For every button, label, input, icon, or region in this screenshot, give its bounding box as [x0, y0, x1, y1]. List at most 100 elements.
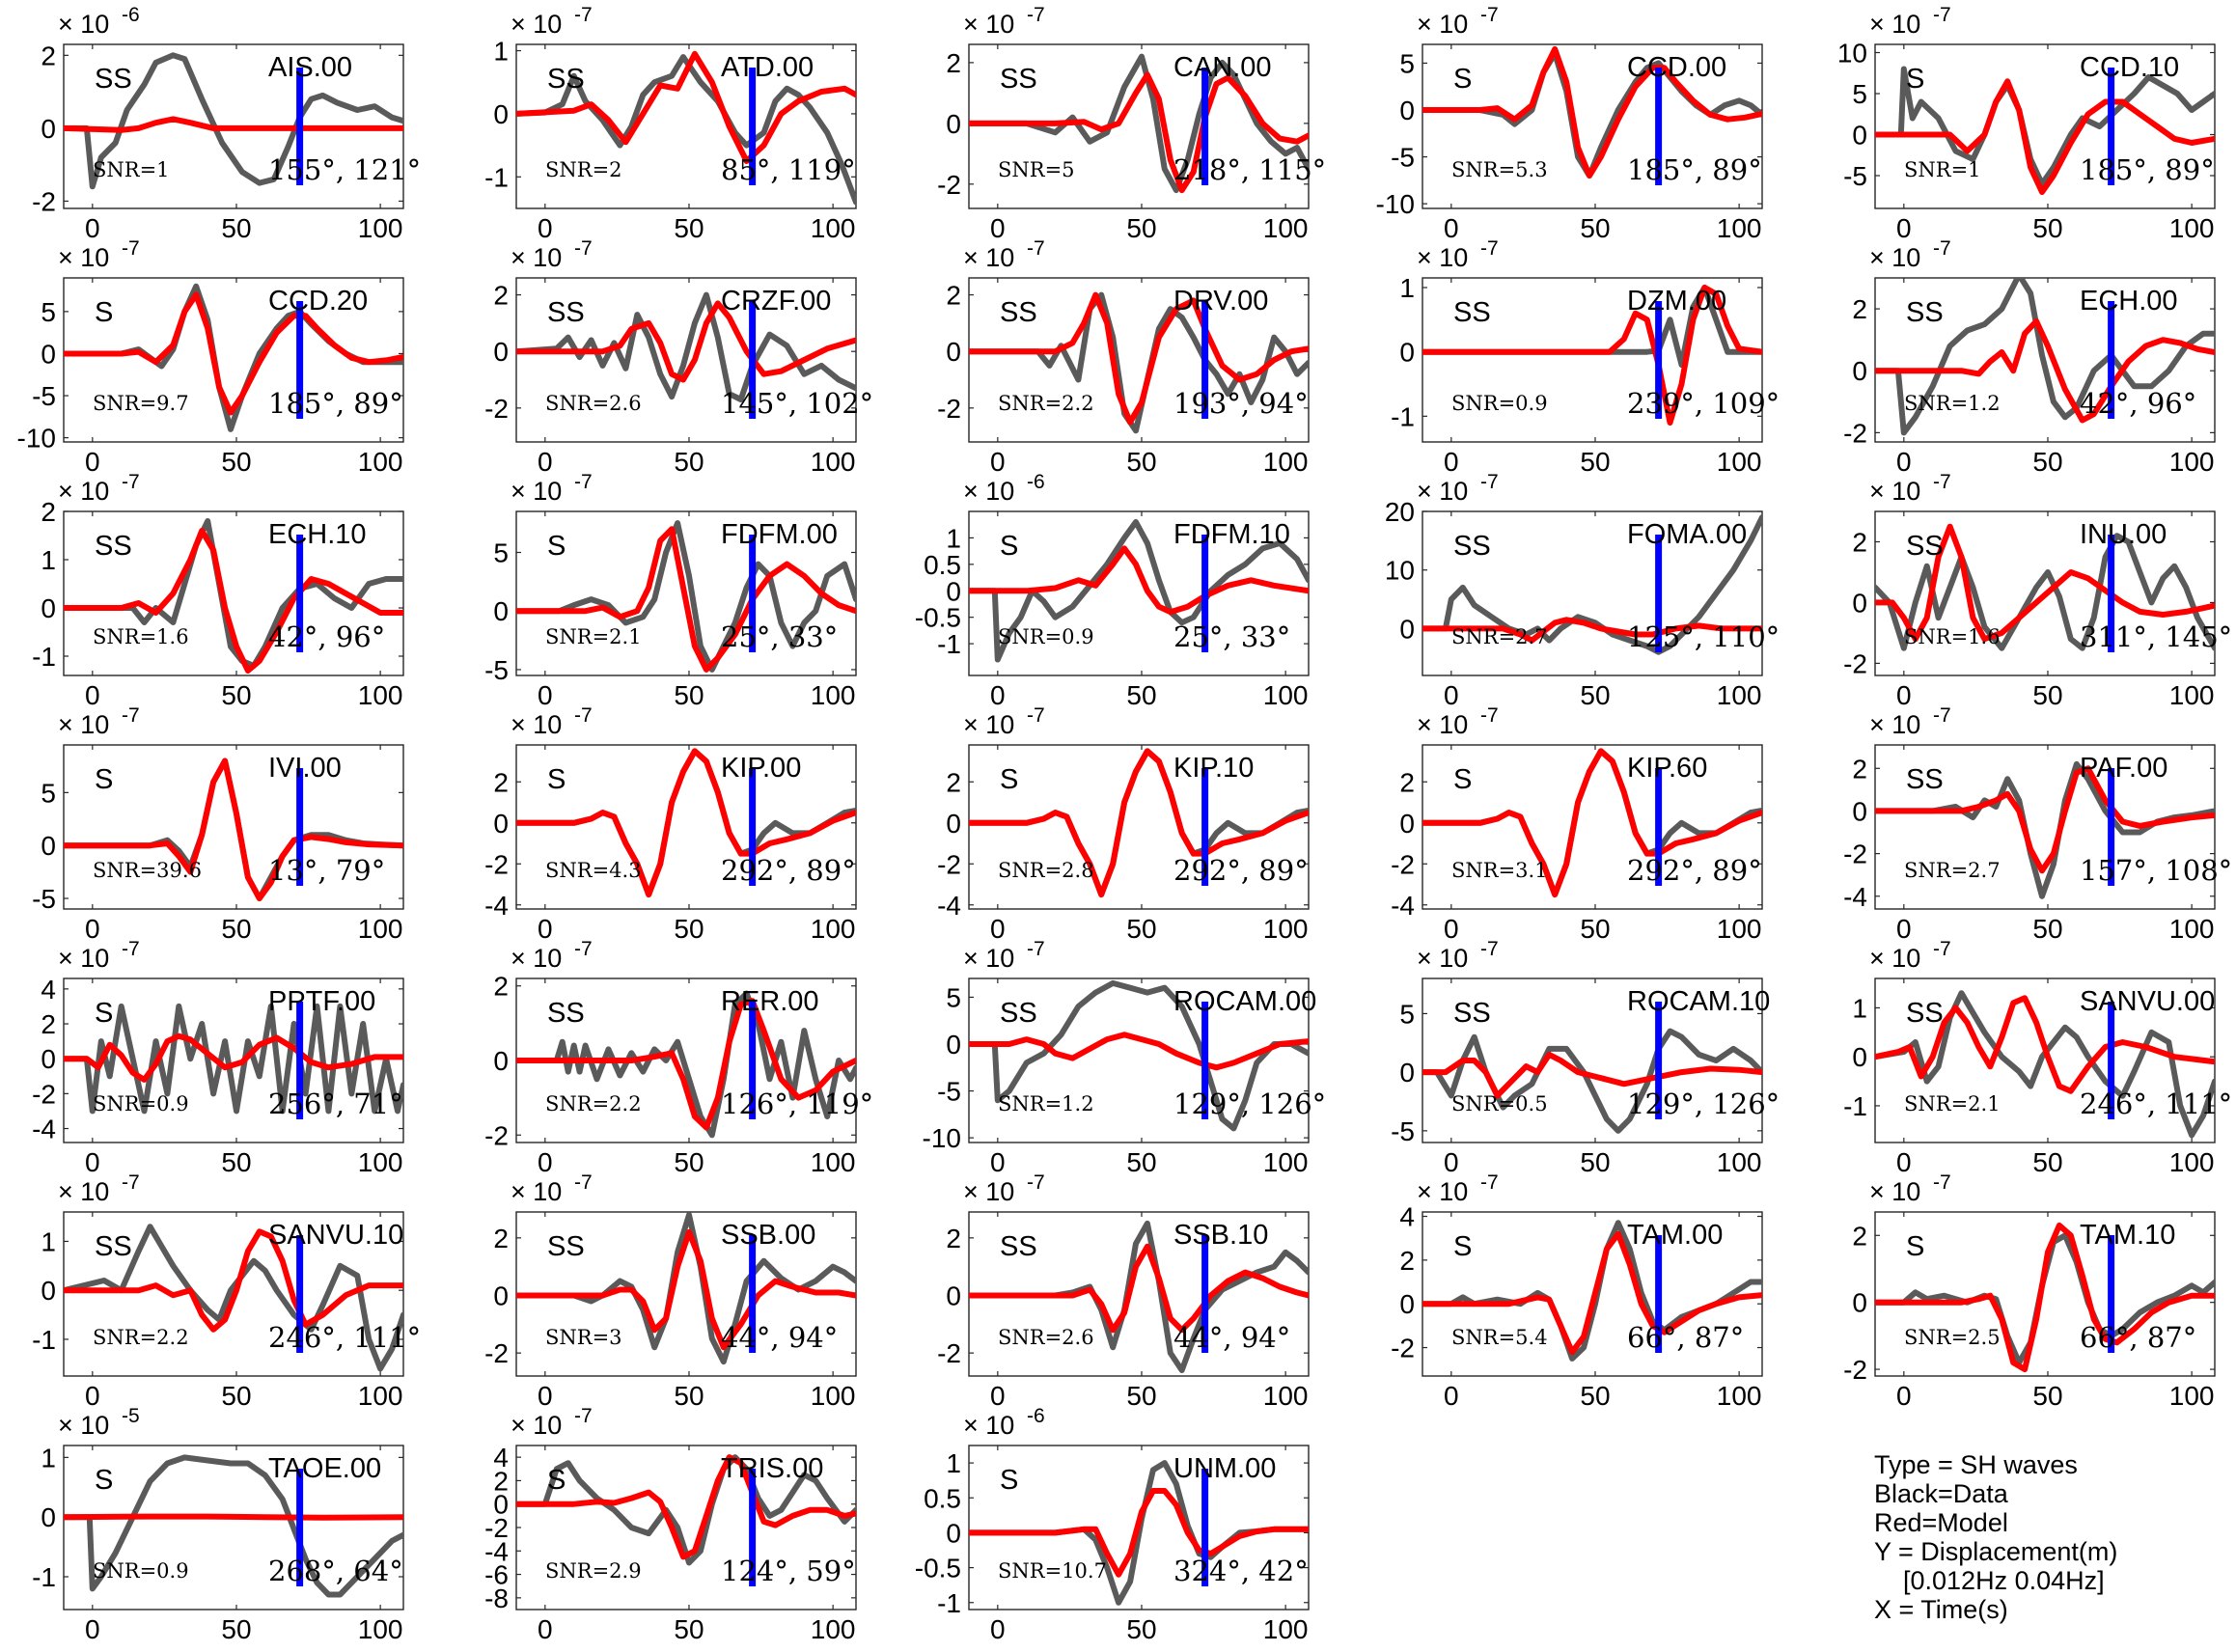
model-trace [1422, 1051, 1762, 1099]
angles-label: 246°, 111° [2080, 1088, 2232, 1120]
x-tick-label: 0 [990, 1147, 1006, 1177]
phase-label: S [547, 1465, 566, 1496]
y-tick-label: 4 [1399, 1202, 1415, 1232]
y-tick-label: 0 [41, 1044, 56, 1074]
axes-box [63, 510, 404, 676]
angles-label: 155°, 121° [268, 153, 421, 186]
snr-label: SNR=3 [545, 1326, 622, 1349]
y-exponent-base: × 10 [511, 944, 562, 973]
y-tick-label: 2 [1852, 294, 1867, 324]
angles-label: 157°, 108° [2080, 854, 2232, 887]
x-tick-label: 50 [2032, 1381, 2062, 1411]
axes-box [1874, 277, 2216, 443]
x-tick-label: 0 [1444, 447, 1459, 477]
y-tick-label: 1 [41, 545, 56, 575]
snr-label: SNR=10.7 [998, 1559, 1107, 1583]
y-tick-label: -5 [32, 381, 56, 411]
x-tick-label: 100 [358, 1147, 403, 1177]
plot-area [64, 757, 403, 901]
x-tick-label: 100 [1263, 447, 1309, 477]
axes-box [1422, 43, 1763, 209]
y-tick-label: -10 [923, 1123, 961, 1153]
y-exponent-base: × 10 [511, 1177, 562, 1206]
y-tick-label: -1 [937, 629, 961, 659]
y-tick-label: -0.5 [915, 603, 961, 633]
panel-ech-10: 0 50 100 2 1 0 -1 × 10 -7 SS ECH.10 SNR=1.6 42°, 96° [32, 471, 404, 710]
phase-label: SS [1906, 531, 1944, 562]
x-tick-label: 50 [1126, 680, 1156, 710]
y-tick-label: -1 [1843, 1091, 1867, 1121]
x-tick-label: 100 [358, 447, 403, 477]
model-trace [516, 1454, 856, 1560]
x-tick-label: 0 [85, 1614, 100, 1644]
model-trace [969, 291, 1309, 426]
y-tick-label: 1 [946, 523, 961, 553]
axes-box [63, 1211, 404, 1377]
data-trace [64, 1224, 403, 1372]
axes-box [968, 744, 1310, 910]
y-tick-label: -2 [1391, 849, 1415, 879]
angles-label: 145°, 102° [721, 387, 873, 420]
x-tick-label: 0 [1444, 213, 1459, 243]
y-tick-label: -2 [1843, 840, 1867, 869]
y-tick-label: 2 [946, 281, 961, 311]
y-tick-label: 2 [1399, 1246, 1415, 1276]
y-tick-label: 2 [493, 281, 509, 311]
y-tick-label: -10 [1376, 189, 1415, 219]
x-tick-label: 50 [674, 447, 704, 477]
x-tick-label: 100 [358, 1614, 403, 1644]
y-tick-label: 1 [493, 37, 509, 67]
angles-label: 25°, 33° [1173, 620, 1290, 653]
angles-label: 292°, 89° [1173, 854, 1309, 887]
axes-box [1422, 510, 1763, 676]
snr-label: SNR=2.2 [998, 392, 1094, 415]
x-tick-label: 0 [538, 680, 553, 710]
y-tick-label: 0 [946, 809, 961, 839]
y-exponent-power: -7 [122, 938, 140, 960]
model-trace [969, 1488, 1309, 1578]
model-trace [1422, 748, 1762, 898]
axes-box [515, 744, 857, 910]
x-tick-label: 100 [358, 1381, 403, 1411]
plot-area [969, 1220, 1309, 1373]
station-label: IVI.00 [268, 753, 342, 784]
y-exponent-power: -7 [1933, 471, 1951, 493]
y-tick-label: 0 [946, 1030, 961, 1060]
snr-label: SNR=1.2 [1904, 392, 2001, 415]
y-tick-label: -2 [484, 394, 509, 424]
plot-area [516, 520, 856, 673]
x-tick-label: 50 [221, 914, 251, 944]
legend-line: Red=Model [1874, 1508, 2008, 1537]
legend-line: X = Time(s) [1874, 1595, 2008, 1624]
station-label: CCD.00 [1627, 52, 1726, 83]
plot-area [1422, 1220, 1762, 1362]
y-exponent-base: × 10 [963, 10, 1014, 39]
x-tick-label: 0 [1896, 447, 1912, 477]
y-tick-label: 0 [1852, 796, 1867, 826]
x-tick-label: 50 [2032, 447, 2062, 477]
x-tick-label: 0 [85, 914, 100, 944]
panel-sanvu-10: 0 50 100 1 0 -1 × 10 -7 SS SANVU.10 SNR=2.2 246°, 1… [32, 1171, 421, 1411]
data-trace [969, 53, 1309, 194]
x-tick-label: 100 [2169, 914, 2215, 944]
y-tick-label: -1 [32, 1562, 56, 1592]
figure-legend: Type = SH waves Black=Data Red=Model Y =… [1874, 1450, 2117, 1624]
x-tick-label: 0 [1444, 1147, 1459, 1177]
y-tick-label: -2 [937, 394, 961, 424]
snr-label: SNR=2.9 [545, 1559, 642, 1583]
y-tick-label: -4 [484, 891, 509, 921]
x-tick-label: 0 [85, 447, 100, 477]
y-tick-label: 0 [1852, 1288, 1867, 1318]
panel-ssb-00: 0 50 100 2 0 -2 × 10 -7 SS SSB.00 SNR=3 44°, 94° [484, 1171, 857, 1411]
y-exponent-base: × 10 [963, 1177, 1014, 1206]
x-tick-label: 100 [1717, 1381, 1762, 1411]
panel-can-00: 0 50 100 2 0 -2 × 10 -7 SS CAN.00 SNR=5 218°, 115° [937, 4, 1326, 243]
phase-label: S [95, 297, 113, 328]
y-tick-label: 0 [1399, 96, 1415, 125]
x-tick-label: 50 [221, 680, 251, 710]
y-exponent-power: -7 [574, 1171, 593, 1194]
y-tick-label: 2 [493, 1224, 509, 1253]
panel-kip-00: 0 50 100 2 0 -2 -4 × 10 -7 S KIP.00 SNR=4.3 292°, 89… [484, 704, 857, 944]
y-tick-label: 2 [1852, 754, 1867, 784]
